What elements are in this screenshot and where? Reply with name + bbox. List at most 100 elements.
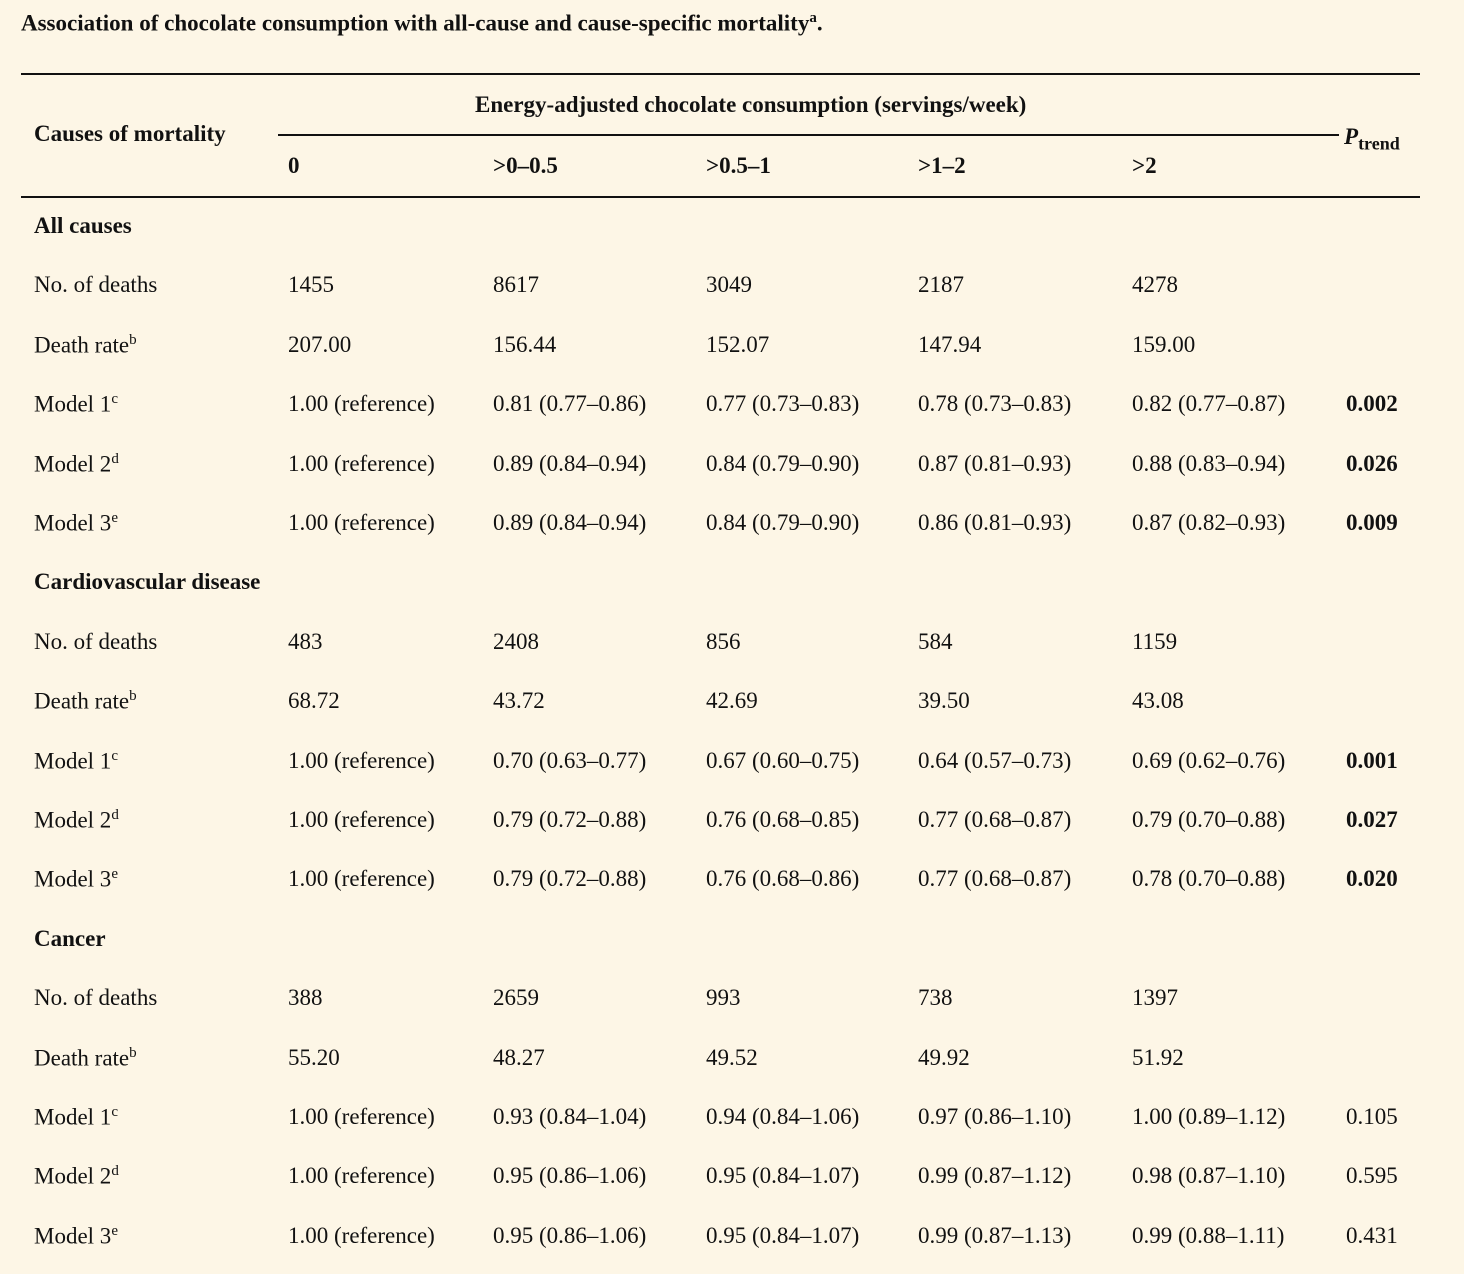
- row-label-text: Model 3: [34, 867, 112, 893]
- table-row: No. of deaths 388 2659 993 738 1397: [0, 985, 1464, 1025]
- table-cell: 0.77 (0.73–0.83): [706, 391, 860, 417]
- table-cell: 0.76 (0.68–0.85): [706, 807, 860, 832]
- header-ptrend: Ptrend: [1344, 124, 1400, 155]
- table-cell: 0.87 (0.82–0.93): [1132, 510, 1286, 535]
- row-label-footnote-mark: e: [111, 866, 118, 883]
- table-cell: 55.20: [288, 1044, 340, 1070]
- row-label-footnote-mark: d: [111, 450, 119, 467]
- table-cell: 1.00 (reference): [288, 1163, 435, 1189]
- table-cell: 1.00 (reference): [288, 391, 435, 417]
- row-label-text: No. of deaths: [34, 985, 158, 1011]
- row-label-text: Model 2: [34, 1164, 112, 1190]
- table-cell: 483: [288, 628, 323, 654]
- table-cell: 68.72: [288, 688, 340, 714]
- row-label-footnote-mark: c: [111, 747, 118, 764]
- table-cell: 1.00 (reference): [288, 1222, 435, 1248]
- table-cell: 0.98 (0.87–1.10): [1132, 1163, 1286, 1189]
- table-cell: 152.07: [706, 331, 770, 357]
- table-cell: 0.95 (0.86–1.06): [493, 1222, 647, 1248]
- ptrend-cell: 0.027: [1346, 807, 1398, 832]
- row-label-text: No. of deaths: [34, 272, 158, 298]
- ptrend-cell: 0.020: [1346, 866, 1398, 892]
- table-cell: 48.27: [493, 1044, 545, 1070]
- column-header: >0–0.5: [493, 153, 558, 178]
- header-ptrend-sub: trend: [1358, 133, 1400, 154]
- table-cell: 147.94: [918, 331, 982, 357]
- table-cell: 0.79 (0.72–0.88): [493, 866, 647, 892]
- ptrend-cell: 0.009: [1346, 510, 1398, 535]
- row-label-footnote-mark: d: [111, 1163, 119, 1180]
- row-label-text: Model 1: [34, 748, 112, 774]
- table-cell: 0.95 (0.86–1.06): [493, 1163, 647, 1189]
- row-label: Model 3e: [34, 510, 118, 537]
- table-cell: 0.69 (0.62–0.76): [1132, 747, 1286, 773]
- table-cell: 0.77 (0.68–0.87): [918, 866, 1072, 892]
- row-label: Model 3e: [34, 866, 118, 893]
- table-cell: 0.77 (0.68–0.87): [918, 807, 1072, 832]
- row-label: No. of deaths: [34, 272, 157, 298]
- row-label-footnote-mark: b: [129, 1044, 137, 1061]
- table-cell: 0.86 (0.81–0.93): [918, 510, 1072, 535]
- row-label-text: Model 2: [34, 451, 112, 477]
- table-cell: 1455: [288, 272, 334, 298]
- section-row: Cardiovascular disease: [0, 569, 1464, 609]
- table-cell: 0.93 (0.84–1.04): [493, 1104, 647, 1129]
- row-label: Death rateb: [34, 688, 137, 715]
- table-row: Model 2d 1.00 (reference) 0.95 (0.86–1.06)…: [0, 1163, 1464, 1203]
- row-label-footnote-mark: c: [111, 391, 118, 408]
- table-cell: 1.00 (reference): [288, 747, 435, 773]
- column-header: 0: [288, 153, 300, 178]
- table-cell: 0.99 (0.87–1.13): [918, 1222, 1072, 1248]
- ptrend-cell: 0.431: [1346, 1222, 1398, 1248]
- section-title: All causes: [34, 213, 132, 238]
- table-row: Model 3e 1.00 (reference) 0.95 (0.86–1.06)…: [0, 1223, 1464, 1263]
- row-label-footnote-mark: e: [111, 1222, 118, 1239]
- row-label-text: Model 3: [34, 1223, 112, 1249]
- table-row: Death rateb 68.72 43.72 42.69 39.50 43.08: [0, 688, 1464, 728]
- table-row: Model 2d 1.00 (reference) 0.89 (0.84–0.94)…: [0, 451, 1464, 491]
- table-cell: 49.92: [918, 1044, 970, 1070]
- table-cell: 738: [918, 985, 953, 1011]
- table-cell: 0.79 (0.72–0.88): [493, 807, 647, 832]
- table-cell: 0.95 (0.84–1.07): [706, 1163, 860, 1189]
- row-label-text: Model 2: [34, 807, 112, 833]
- table-cell: 2659: [493, 985, 539, 1011]
- table-cell: 0.78 (0.70–0.88): [1132, 866, 1286, 892]
- row-label-text: Model 3: [34, 510, 112, 536]
- table-cell: 2408: [493, 628, 539, 654]
- row-label: Death rateb: [34, 1045, 137, 1072]
- column-header: >0.5–1: [706, 153, 771, 178]
- table-cell: 156.44: [493, 331, 557, 357]
- table-cell: 0.97 (0.86–1.10): [918, 1104, 1072, 1129]
- table-cell: 0.76 (0.68–0.86): [706, 866, 860, 892]
- column-header: >1–2: [918, 153, 966, 178]
- ptrend-cell: 0.026: [1346, 450, 1398, 476]
- table-cell: 3049: [706, 272, 752, 298]
- row-label-footnote-mark: e: [111, 510, 118, 526]
- row-label-text: Death rate: [34, 688, 130, 714]
- table-cell: 0.87 (0.81–0.93): [918, 450, 1072, 476]
- table-row: Death rateb 207.00 156.44 152.07 147.94 159.0…: [0, 332, 1464, 372]
- table-row: Model 1c 1.00 (reference) 0.70 (0.63–0.77)…: [0, 748, 1464, 788]
- table-cell: 2187: [918, 272, 964, 298]
- table-cell: 0.99 (0.87–1.12): [918, 1163, 1072, 1189]
- row-label: Model 2d: [34, 807, 119, 834]
- table-cell: 4278: [1132, 272, 1178, 298]
- table-cell: 0.70 (0.63–0.77): [493, 747, 647, 773]
- table-header-rule: [21, 196, 1420, 198]
- table-cell: 43.72: [493, 688, 545, 714]
- table-cell: 0.78 (0.73–0.83): [918, 391, 1072, 417]
- ptrend-cell: 0.002: [1346, 391, 1398, 417]
- table-cell: 49.52: [706, 1044, 758, 1070]
- ptrend-cell: 0.595: [1346, 1163, 1398, 1189]
- table-cell: 388: [288, 985, 323, 1011]
- table-row: Model 3e 1.00 (reference) 0.79 (0.72–0.88)…: [0, 866, 1464, 906]
- row-label: Model 3e: [34, 1223, 118, 1250]
- table-cell: 1.00 (reference): [288, 807, 435, 832]
- header-group-rule: [278, 134, 1339, 136]
- table-cell: 0.88 (0.83–0.94): [1132, 450, 1286, 476]
- row-label-text: Death rate: [34, 1045, 130, 1071]
- table-cell: 0.94 (0.84–1.06): [706, 1104, 860, 1129]
- table-cell: 1159: [1132, 628, 1178, 654]
- row-label-text: Model 1: [34, 1104, 112, 1130]
